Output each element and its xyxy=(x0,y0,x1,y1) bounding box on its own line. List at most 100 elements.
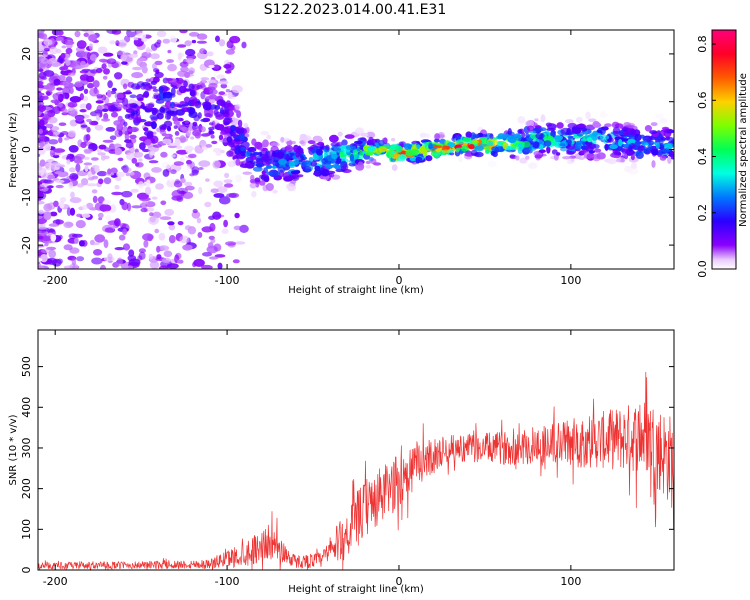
spectrogram-blob xyxy=(241,41,247,49)
spectrogram-blob xyxy=(57,75,66,81)
spectrogram-blob xyxy=(149,261,160,269)
spectrogram-blob xyxy=(456,139,465,145)
spectrogram-blob xyxy=(179,135,186,144)
spectrogram-blob xyxy=(114,184,120,190)
spectrogram-blob xyxy=(145,186,152,196)
spectrogram-blob xyxy=(543,140,552,147)
spectrogram-blob xyxy=(81,178,89,186)
spectrogram-blob xyxy=(321,157,329,165)
spectrogram-blob xyxy=(114,92,124,100)
spectrogram-blob xyxy=(84,165,89,172)
spectrogram-blob xyxy=(88,34,97,42)
spectrogram-blob xyxy=(214,254,226,258)
spectrogram-blob xyxy=(535,125,542,129)
spectrogram-blob xyxy=(38,170,45,176)
spectrogram-blob xyxy=(314,165,321,171)
spectrogram-blob xyxy=(324,164,335,168)
spectrogram-blob xyxy=(38,68,44,72)
spectrogram-blob xyxy=(158,232,166,241)
spectrogram-blob xyxy=(614,123,624,128)
spectrogram-blob xyxy=(142,93,149,98)
spectrogram-blob xyxy=(175,145,183,149)
spectrogram-blob xyxy=(66,207,72,217)
spectrogram-blob xyxy=(487,160,497,168)
spectrogram-blob xyxy=(71,257,77,266)
spectrogram-blob xyxy=(51,125,60,131)
spectrogram-blob xyxy=(600,167,608,172)
spectrogram-blob xyxy=(122,23,132,29)
spectrogram-blob xyxy=(56,7,61,10)
spectrogram-blob xyxy=(60,52,66,59)
spectrogram-blob xyxy=(239,224,249,233)
spectrogram-blob xyxy=(345,144,353,150)
spectrogram-blob xyxy=(91,143,96,148)
snr-panel: -200 -100 0 100 0 100 200 300 400 500 Height of … xyxy=(8,329,675,595)
colorbar-tick-label: 0.0 xyxy=(696,260,709,278)
spectrogram-blob xyxy=(517,134,522,142)
spectrogram-blob xyxy=(168,235,176,244)
spectrogram-blob xyxy=(174,131,180,136)
spectrogram-blob xyxy=(104,227,114,233)
spectrogram-blob xyxy=(50,164,56,170)
spectrogram-blob xyxy=(45,162,52,171)
spectrogram-blob xyxy=(425,133,431,139)
spectrogram-blob xyxy=(131,104,137,109)
spectrogram-blob xyxy=(160,200,167,206)
colorbar-frame xyxy=(711,29,737,270)
spectrogram-blob xyxy=(270,142,280,147)
spectrogram-blob xyxy=(151,196,158,200)
spectrogram-blob xyxy=(116,104,124,109)
spectrogram-blob xyxy=(69,247,80,254)
spectrogram-blob xyxy=(312,172,320,176)
spectrogram-blob xyxy=(38,257,43,262)
spectrogram-blob xyxy=(367,146,376,152)
spectrogram-blob xyxy=(173,180,183,188)
spectrogram-blob xyxy=(83,156,90,160)
spectrogram-blob xyxy=(56,87,63,91)
snr-x-ticks: -200 -100 0 100 xyxy=(43,330,581,588)
spectrogram-blob xyxy=(517,129,523,134)
spectrogram-blob xyxy=(556,122,564,129)
spectrogram-blob xyxy=(164,134,170,138)
spectrogram-blob xyxy=(76,256,85,262)
spectrogram-blob xyxy=(560,127,571,136)
spectrogram-blob xyxy=(69,87,74,94)
spectrogram-blob xyxy=(140,207,148,213)
spectrogram-blob xyxy=(145,179,151,188)
spectrogram-blob xyxy=(136,33,147,39)
spectrogram-blob xyxy=(197,112,202,119)
spectrogram-blob xyxy=(534,154,543,159)
spectrogram-blob xyxy=(117,157,124,162)
spectrogram-blob xyxy=(167,63,178,72)
spectrogram-blob xyxy=(151,86,157,90)
spectrogram-blob xyxy=(295,150,301,158)
spectrogram-blob xyxy=(182,165,191,173)
snr-frame xyxy=(37,329,675,571)
spectrogram-blob xyxy=(67,101,78,108)
spectrogram-blob xyxy=(505,145,513,151)
spectrogram-blob xyxy=(94,165,100,174)
spectrogram-blob xyxy=(266,164,273,169)
spectrogram-blob xyxy=(228,192,240,199)
spectrogram-blob xyxy=(86,202,94,209)
spectrogram-blob xyxy=(270,145,279,153)
spectrogram-blob xyxy=(441,149,451,154)
spectrogram-blob xyxy=(170,154,176,158)
spectrogram-blob xyxy=(411,148,420,156)
spectrogram-blob xyxy=(521,141,531,148)
spectrogram-blob xyxy=(102,108,109,112)
spectrogram-blob xyxy=(277,166,286,173)
spectrogram-blob xyxy=(148,160,159,164)
spectrogram-blob xyxy=(135,162,144,168)
spectrogram-blob xyxy=(46,174,56,180)
spectrogram-blob xyxy=(210,134,215,139)
spectrogram-blob xyxy=(59,200,65,209)
spectrogram-blob xyxy=(458,156,463,163)
spectrogram-blob xyxy=(612,127,621,134)
spectrogram-blob xyxy=(130,188,139,193)
spectrogram-blob xyxy=(599,134,610,140)
spectrogram-blob xyxy=(188,83,195,91)
spectrogram-blob xyxy=(121,201,129,211)
y-tick-label: -20 xyxy=(20,236,33,254)
spectrogram-blob xyxy=(538,149,546,154)
